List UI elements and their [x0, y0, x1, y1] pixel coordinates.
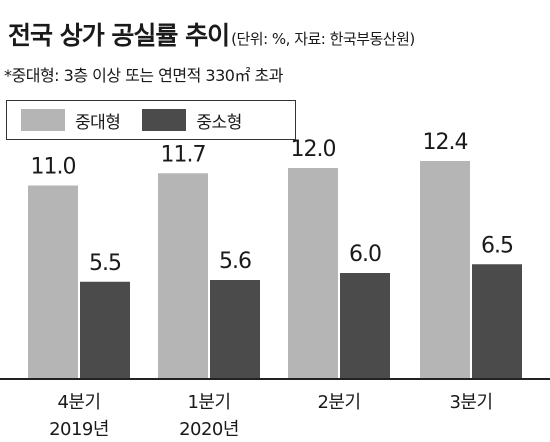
bar-large-3 [420, 161, 470, 378]
category-label-0-0: 4분기 [57, 392, 100, 413]
value-label-large-0: 11.0 [31, 155, 76, 180]
value-label-large-1: 11.7 [161, 142, 206, 167]
footnote: *중대형: 3층 이상 또는 연면적 330㎡ 초과 [4, 66, 284, 85]
legend: 중대형 중소형 [6, 100, 296, 140]
value-label-large-3: 12.4 [423, 130, 468, 155]
chart-subtitle: (단위: %, 자료: 한국부동산원) [231, 30, 415, 48]
value-label-large-2: 12.0 [291, 137, 336, 162]
bar-small-3 [472, 264, 522, 378]
x-axis-line [0, 378, 550, 380]
legend-item-large: 중대형 [21, 108, 121, 133]
legend-swatch-small [142, 109, 187, 131]
value-label-small-2: 6.0 [349, 242, 381, 267]
value-label-small-1: 5.6 [219, 249, 251, 274]
chart-title: 전국 상가 공실률 추이 [8, 21, 230, 50]
title-row: 전국 상가 공실률 추이 (단위: %, 자료: 한국부동산원) [8, 16, 415, 52]
bar-large-1 [158, 173, 208, 378]
bar-small-1 [210, 280, 260, 378]
bar-small-2 [340, 273, 390, 378]
legend-swatch-large [21, 109, 65, 131]
legend-label-large: 중대형 [75, 112, 121, 133]
category-label-1-1: 2020년 [179, 419, 239, 440]
value-label-small-3: 6.5 [481, 233, 513, 258]
bar-large-0 [28, 185, 78, 378]
category-label-1-0: 1분기 [187, 392, 230, 413]
bar-small-0 [80, 281, 130, 378]
value-label-small-0: 5.5 [89, 251, 121, 276]
category-label-3-0: 3분기 [449, 392, 492, 413]
legend-item-small: 중소형 [142, 108, 242, 133]
category-label-0-1: 2019년 [49, 419, 109, 440]
category-label-2-0: 2분기 [317, 392, 360, 413]
bar-large-2 [288, 168, 338, 378]
legend-label-small: 중소형 [196, 112, 242, 133]
